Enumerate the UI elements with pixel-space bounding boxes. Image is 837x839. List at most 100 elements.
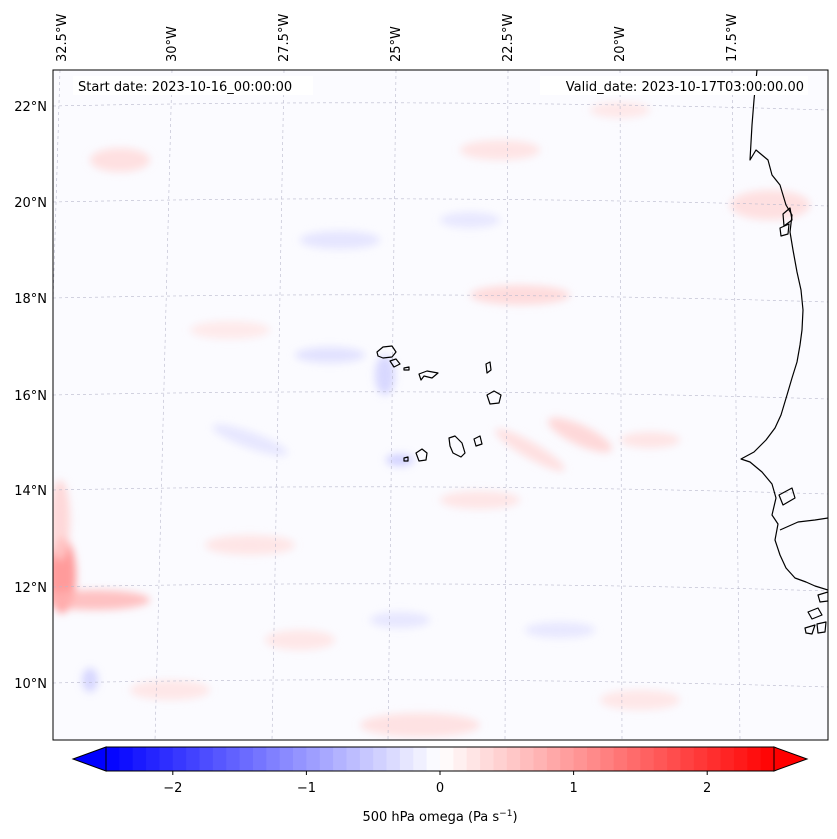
- valid-date-label: Valid_date: 2023-10-17T03:00:00.00: [566, 80, 804, 95]
- colorbar-segment: [440, 747, 454, 771]
- colorbar-segment: [520, 747, 535, 771]
- latitude-label: 10°N: [14, 677, 47, 692]
- colorbar-segment: [733, 747, 748, 771]
- colorbar-segment: [466, 747, 481, 771]
- island-sal: [485, 361, 492, 374]
- valid-date-box: [540, 76, 808, 95]
- colorbar-segment: [106, 747, 120, 771]
- colorbar-max-extension: [773, 746, 809, 772]
- omega-negative-blob: [212, 424, 288, 456]
- latitude-label: 20°N: [14, 196, 47, 211]
- longitude-label: 20°W: [613, 26, 628, 62]
- omega-positive-blob: [460, 140, 540, 160]
- colorbar-tick-label: −1: [297, 781, 316, 796]
- africa-coastline: [778, 487, 796, 506]
- colorbar-segment: [386, 747, 401, 771]
- longitude-label: 30°W: [165, 26, 180, 62]
- africa-coastline: [779, 517, 828, 531]
- omega-negative-blob: [375, 355, 395, 395]
- omega-positive-blob: [590, 102, 650, 118]
- colorbar-segment: [667, 747, 682, 771]
- colorbar-segment: [640, 747, 655, 771]
- omega-positive-blob: [620, 432, 680, 448]
- omega-negative-blob: [386, 454, 414, 466]
- colorbar-segments: [106, 747, 775, 771]
- coastlines: [376, 70, 828, 635]
- colorbar-tick-label: 2: [703, 781, 711, 796]
- island-santa-luzia: [403, 366, 410, 371]
- start-date-box: [73, 76, 313, 95]
- omega-positive-blob: [205, 535, 295, 555]
- omega-negative-blob: [370, 612, 430, 628]
- colorbar-tick-label: −2: [163, 781, 182, 796]
- meridian-line: [387, 70, 397, 740]
- latitude-label: 14°N: [14, 484, 47, 499]
- colorbar-segment: [747, 747, 762, 771]
- longitude-label: 25°W: [389, 26, 404, 62]
- parallel-line: [53, 198, 828, 207]
- colorbar-segment: [172, 747, 187, 771]
- start-date-label: Start date: 2023-10-16_00:00:00: [78, 80, 292, 95]
- colorbar: −2 −1 0 1 2 500 hPa omega (Pa s−1): [71, 746, 809, 825]
- longitude-label: 22.5°W: [501, 14, 516, 62]
- parallel-line: [53, 294, 828, 303]
- colorbar-segment: [199, 747, 214, 771]
- colorbar-segment: [493, 747, 508, 771]
- colorbar-title-close: ): [512, 810, 517, 825]
- latitude-label: 16°N: [14, 389, 47, 404]
- colorbar-segment: [319, 747, 334, 771]
- island-santiago: [448, 435, 466, 458]
- parallel-line: [53, 679, 828, 688]
- guinea-bissau-islands: [816, 621, 827, 634]
- colorbar-segment: [613, 747, 628, 771]
- africa-coastline: [740, 70, 828, 591]
- island-boa-vista: [486, 390, 502, 405]
- longitude-label: 17.5°W: [725, 14, 740, 62]
- colorbar-tick-label: 1: [569, 781, 577, 796]
- guinea-bissau-islands: [804, 624, 816, 635]
- africa-coastline: [782, 207, 793, 227]
- omega-positive-blob: [440, 491, 520, 509]
- parallel-line: [53, 102, 828, 111]
- colorbar-ticks: −2 −1 0 1 2: [163, 771, 711, 796]
- omega-positive-blob: [600, 690, 680, 710]
- graticule: [53, 70, 828, 740]
- colorbar-segment: [586, 747, 601, 771]
- colorbar-segment: [239, 747, 254, 771]
- colorbar-segment: [480, 747, 495, 771]
- colorbar-segment: [226, 747, 241, 771]
- colorbar-segment: [186, 747, 201, 771]
- omega-positive-blob: [90, 148, 150, 172]
- colorbar-segment: [560, 747, 575, 771]
- omega-negative-blob: [300, 231, 380, 249]
- island-fogo: [415, 448, 428, 462]
- latitude-label: 12°N: [14, 581, 47, 596]
- colorbar-segment: [293, 747, 307, 771]
- colorbar-segment: [266, 747, 281, 771]
- map-frame: [52, 69, 829, 741]
- colorbar-segment: [707, 747, 722, 771]
- colorbar-segment: [426, 747, 441, 771]
- omega-negative-blob: [525, 622, 595, 638]
- island-maio: [473, 435, 483, 447]
- meridian-line: [619, 70, 623, 740]
- guinea-bissau-islands: [817, 591, 828, 603]
- omega-positive-blob: [190, 321, 270, 339]
- colorbar-segment: [146, 747, 161, 771]
- longitude-label: 32.5°W: [55, 14, 70, 62]
- colorbar-segment: [159, 747, 174, 771]
- colorbar-segment: [573, 747, 588, 771]
- longitude-labels: 32.5°W 30°W 27.5°W 25°W 22.5°W 20°W 17.5…: [55, 14, 740, 62]
- colorbar-tick-label: 0: [436, 781, 444, 796]
- omega-negative-blob: [295, 347, 365, 363]
- colorbar-segment: [399, 747, 414, 771]
- omega-negative-blob: [440, 212, 500, 228]
- africa-coastline: [779, 223, 790, 237]
- colorbar-segment: [680, 747, 695, 771]
- parallel-line: [53, 486, 828, 495]
- omega-positive-blob: [53, 480, 70, 560]
- omega-positive-blob: [360, 713, 480, 737]
- colorbar-title: 500 hPa omega (Pa s−1): [362, 809, 517, 825]
- meridian-line: [154, 70, 173, 740]
